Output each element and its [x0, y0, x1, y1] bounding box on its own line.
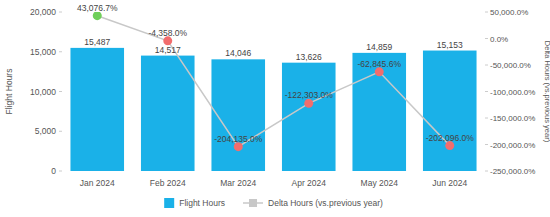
line-label: -122,303.0%: [285, 90, 334, 100]
line-label: -202,096.0%: [426, 133, 475, 143]
y2-tick: [485, 118, 488, 119]
bar: [352, 53, 406, 171]
legend: Flight Hours Delta Hours (vs.previous yea…: [164, 198, 383, 208]
legend-swatch: [249, 199, 257, 207]
bar: [282, 63, 336, 171]
y-tick: [59, 51, 62, 52]
y-tick-label: 5,000: [35, 126, 57, 136]
y-axis-title: Flight Hours: [4, 69, 14, 115]
data-labels: 15,487 14,517 14,046 13,626 14,859 15,153 43,0…: [77, 3, 474, 144]
bar-label: 13,626: [296, 52, 322, 62]
y-tick: [59, 91, 62, 92]
marks: [70, 12, 476, 171]
bar-label: 15,487: [84, 37, 110, 47]
line: [97, 16, 450, 147]
y2-tick-label: -150,000.0%: [490, 114, 535, 123]
legend-item: Flight Hours: [164, 198, 225, 208]
line-label: 43,076.7%: [77, 3, 118, 13]
y-tick-label: 20,000: [30, 7, 56, 17]
y2-axis-title: Delta Hours (vs.previous year): [543, 41, 550, 143]
y2-tick-label: 0.0%: [490, 35, 508, 44]
y2-tick: [485, 12, 488, 13]
x-tick-label: Feb 2024: [150, 178, 186, 188]
y2-tick-label: 50,000.0%: [490, 8, 528, 17]
legend-item: Delta Hours (vs.previous year): [243, 198, 383, 208]
bar: [141, 56, 195, 171]
bar: [70, 48, 124, 171]
line-marker: [93, 12, 102, 20]
y2-tick: [485, 171, 488, 172]
line-label: -62,845.6%: [358, 59, 402, 69]
bar: [423, 51, 477, 171]
bar: [211, 59, 265, 171]
chart: 0 5,000 10,000 15,000 20,000 50,000.0% 0.0% -50…: [0, 0, 550, 217]
y-tick-label: 10,000: [30, 87, 56, 97]
legend-label: Delta Hours (vs.previous year): [268, 198, 383, 208]
bar-label: 15,153: [437, 40, 463, 50]
bar-label: 14,046: [225, 48, 251, 58]
y-tick: [59, 131, 62, 132]
line-label: -4,358.0%: [148, 28, 187, 38]
y2-tick-label: -250,000.0%: [490, 167, 535, 176]
y2-tick-label: -50,000.0%: [490, 61, 531, 70]
y-tick-label: 15,000: [30, 47, 56, 57]
legend-label: Flight Hours: [179, 198, 225, 208]
y2-tick: [485, 65, 488, 66]
x-tick-label: Apr 2024: [292, 178, 327, 188]
y-tick: [59, 171, 62, 172]
x-tick-label: Mar 2024: [220, 178, 256, 188]
y2-tick-label: -200,000.0%: [490, 141, 535, 150]
bar-label: 14,859: [366, 42, 392, 52]
x-tick-label: Jun 2024: [432, 178, 467, 188]
y-tick: [59, 12, 62, 13]
bar-label: 14,517: [155, 45, 181, 55]
y2-tick: [485, 91, 488, 92]
y2-tick: [485, 144, 488, 145]
legend-swatch: [164, 198, 174, 208]
y2-tick-label: -100,000.0%: [490, 88, 535, 97]
y-tick-label: 0: [51, 166, 56, 176]
y2-tick: [485, 38, 488, 39]
x-tick-label: May 2024: [361, 178, 399, 188]
x-tick-label: Jan 2024: [80, 178, 115, 188]
line-label: -204,135.0%: [214, 134, 263, 144]
